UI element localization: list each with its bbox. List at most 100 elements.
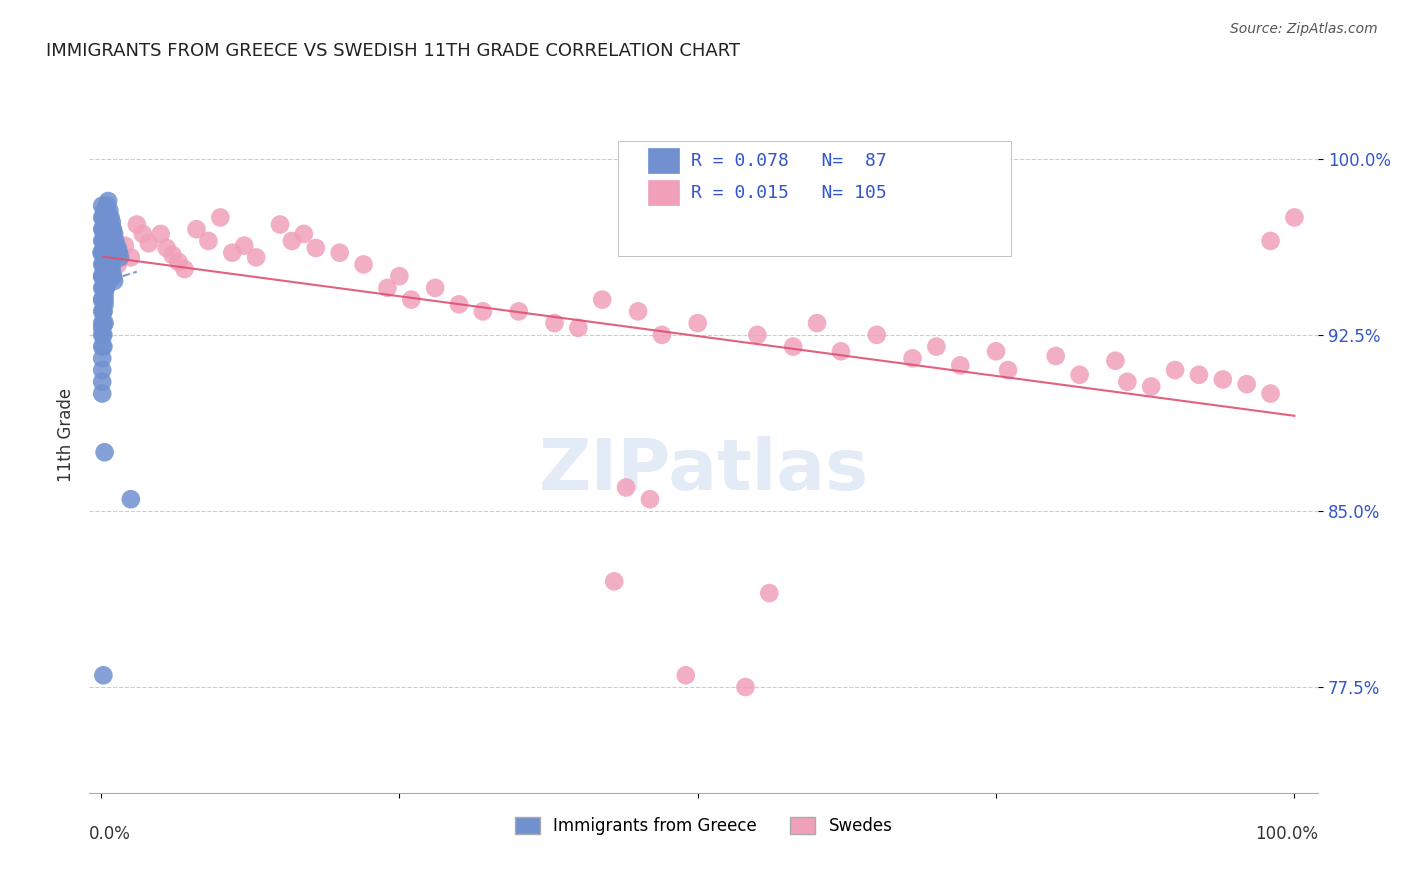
Point bbox=[686, 316, 709, 330]
Point bbox=[401, 293, 423, 307]
Point bbox=[97, 238, 120, 252]
Point bbox=[997, 363, 1019, 377]
Point bbox=[209, 211, 232, 225]
Point bbox=[758, 586, 780, 600]
Point bbox=[1069, 368, 1091, 382]
Point bbox=[1188, 368, 1211, 382]
Point bbox=[1260, 386, 1282, 401]
Point bbox=[103, 227, 125, 241]
Point bbox=[101, 251, 124, 265]
Point bbox=[96, 269, 118, 284]
Point bbox=[93, 222, 115, 236]
Point bbox=[221, 245, 243, 260]
Point bbox=[107, 257, 129, 271]
Point bbox=[93, 668, 115, 682]
Bar bbox=[648, 148, 679, 173]
Point bbox=[984, 344, 1007, 359]
Point bbox=[98, 257, 121, 271]
Point bbox=[93, 257, 115, 271]
Point bbox=[949, 359, 972, 373]
Point bbox=[1104, 353, 1126, 368]
Point bbox=[98, 274, 121, 288]
Point bbox=[149, 227, 172, 241]
Point bbox=[508, 304, 530, 318]
Point bbox=[1116, 375, 1139, 389]
Point bbox=[94, 281, 117, 295]
Point bbox=[100, 269, 122, 284]
Text: IMMIGRANTS FROM GREECE VS SWEDISH 11TH GRADE CORRELATION CHART: IMMIGRANTS FROM GREECE VS SWEDISH 11TH G… bbox=[46, 42, 740, 60]
Point bbox=[901, 351, 924, 366]
Point bbox=[91, 293, 114, 307]
Point bbox=[94, 234, 117, 248]
Point bbox=[614, 480, 637, 494]
Point bbox=[104, 245, 127, 260]
Point bbox=[105, 245, 128, 260]
Legend: Immigrants from Greece, Swedes: Immigrants from Greece, Swedes bbox=[508, 810, 900, 842]
Point bbox=[91, 245, 114, 260]
Point bbox=[98, 262, 121, 277]
Point bbox=[93, 245, 115, 260]
Point bbox=[93, 222, 115, 236]
Point bbox=[93, 445, 115, 459]
Point bbox=[100, 215, 122, 229]
Point bbox=[91, 304, 114, 318]
Point bbox=[1140, 379, 1163, 393]
Point bbox=[197, 234, 219, 248]
Point bbox=[94, 281, 117, 295]
Text: Source: ZipAtlas.com: Source: ZipAtlas.com bbox=[1230, 22, 1378, 37]
Point bbox=[120, 492, 142, 507]
Point bbox=[281, 234, 304, 248]
Point bbox=[101, 269, 124, 284]
Point bbox=[96, 274, 118, 288]
Point bbox=[377, 281, 399, 295]
Point bbox=[91, 386, 114, 401]
Point bbox=[329, 245, 352, 260]
Point bbox=[91, 281, 114, 295]
Point bbox=[98, 251, 121, 265]
Point bbox=[100, 260, 122, 274]
Point bbox=[100, 269, 122, 284]
Point bbox=[96, 231, 118, 245]
Point bbox=[156, 241, 179, 255]
Point bbox=[97, 251, 120, 265]
Point bbox=[782, 340, 804, 354]
Point bbox=[93, 251, 115, 265]
Point bbox=[97, 194, 120, 208]
Point bbox=[423, 281, 446, 295]
Point bbox=[93, 340, 115, 354]
Point bbox=[91, 351, 114, 366]
Point bbox=[94, 245, 117, 260]
Point bbox=[1236, 377, 1258, 392]
Point bbox=[866, 327, 889, 342]
Bar bbox=[648, 180, 679, 205]
Point bbox=[108, 245, 131, 260]
Point bbox=[93, 257, 115, 271]
Point bbox=[830, 344, 852, 359]
Point bbox=[108, 245, 131, 260]
Point bbox=[186, 222, 208, 236]
Point bbox=[93, 211, 115, 225]
Point bbox=[97, 245, 120, 260]
Point bbox=[93, 227, 115, 241]
Point bbox=[91, 320, 114, 334]
Point bbox=[96, 199, 118, 213]
Point bbox=[94, 225, 117, 239]
Point bbox=[925, 340, 948, 354]
Point bbox=[97, 255, 120, 269]
Point bbox=[93, 281, 115, 295]
Point bbox=[747, 327, 769, 342]
Point bbox=[93, 218, 115, 232]
Point bbox=[651, 327, 673, 342]
Point bbox=[91, 234, 114, 248]
Point bbox=[162, 248, 184, 262]
Point bbox=[91, 245, 114, 260]
Point bbox=[93, 281, 115, 295]
Point bbox=[1212, 372, 1234, 386]
Point bbox=[233, 238, 256, 252]
Point bbox=[543, 316, 565, 330]
Point bbox=[97, 269, 120, 284]
Point bbox=[91, 375, 114, 389]
Point bbox=[100, 211, 122, 225]
Point bbox=[91, 211, 114, 225]
Point bbox=[100, 264, 122, 278]
